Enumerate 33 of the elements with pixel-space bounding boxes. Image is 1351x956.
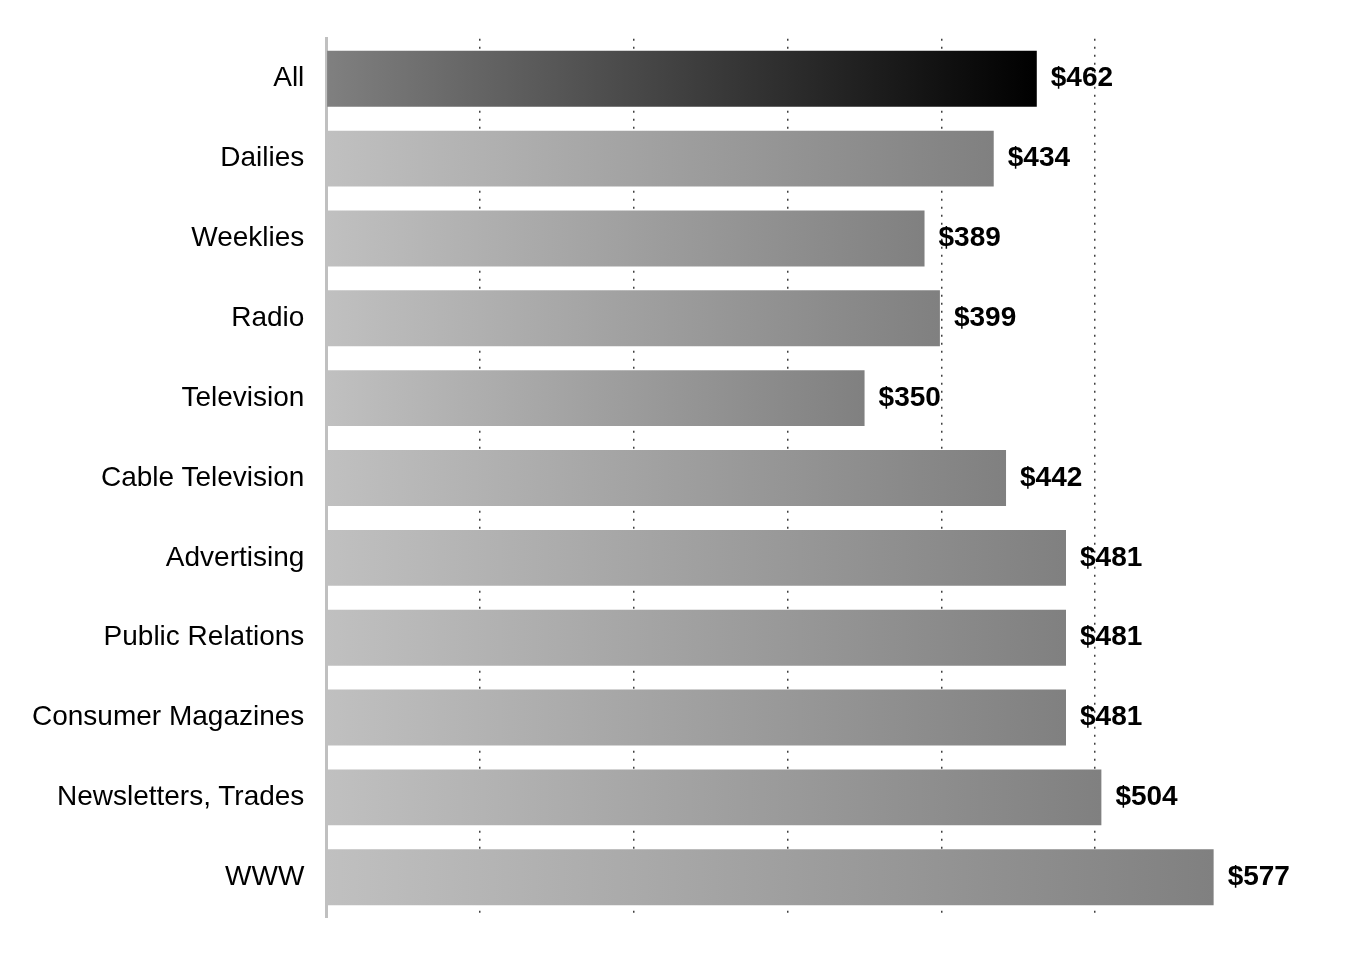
bar [327, 769, 1102, 826]
y-tick-label: Cable Television [100, 460, 305, 492]
bar [327, 689, 1067, 746]
y-tick-label: Public Relations [103, 620, 305, 652]
data-label: $504 [1115, 780, 1179, 812]
y-tick-label: All [273, 61, 305, 93]
data-label: $577 [1227, 859, 1290, 891]
y-tick-label: Newsletters, Trades [56, 780, 305, 812]
y-tick-label: Television [181, 380, 305, 412]
bar [327, 609, 1067, 666]
bar [327, 849, 1214, 906]
data-label: $462 [1050, 61, 1114, 93]
bar [327, 50, 1037, 107]
data-label: $481 [1080, 540, 1143, 572]
y-tick-label: Advertising [165, 540, 305, 572]
y-tick-label: Weeklies [191, 221, 305, 253]
bar [327, 210, 925, 267]
bar [327, 290, 940, 347]
y-tick-label: WWW [225, 859, 305, 891]
data-label: $481 [1080, 620, 1143, 652]
data-label: $389 [938, 221, 1001, 253]
data-label: $442 [1020, 460, 1083, 492]
data-label: $434 [1007, 141, 1071, 173]
data-label: $350 [878, 380, 941, 412]
y-tick-label: Radio [231, 301, 305, 333]
bar [327, 130, 994, 187]
y-tick-label: Consumer Magazines [32, 700, 305, 732]
bar [327, 450, 1007, 506]
y-tick-label: Dailies [220, 141, 305, 173]
data-label: $399 [953, 301, 1017, 333]
bar [327, 370, 865, 427]
data-label: $481 [1080, 700, 1143, 732]
bar [327, 529, 1067, 586]
